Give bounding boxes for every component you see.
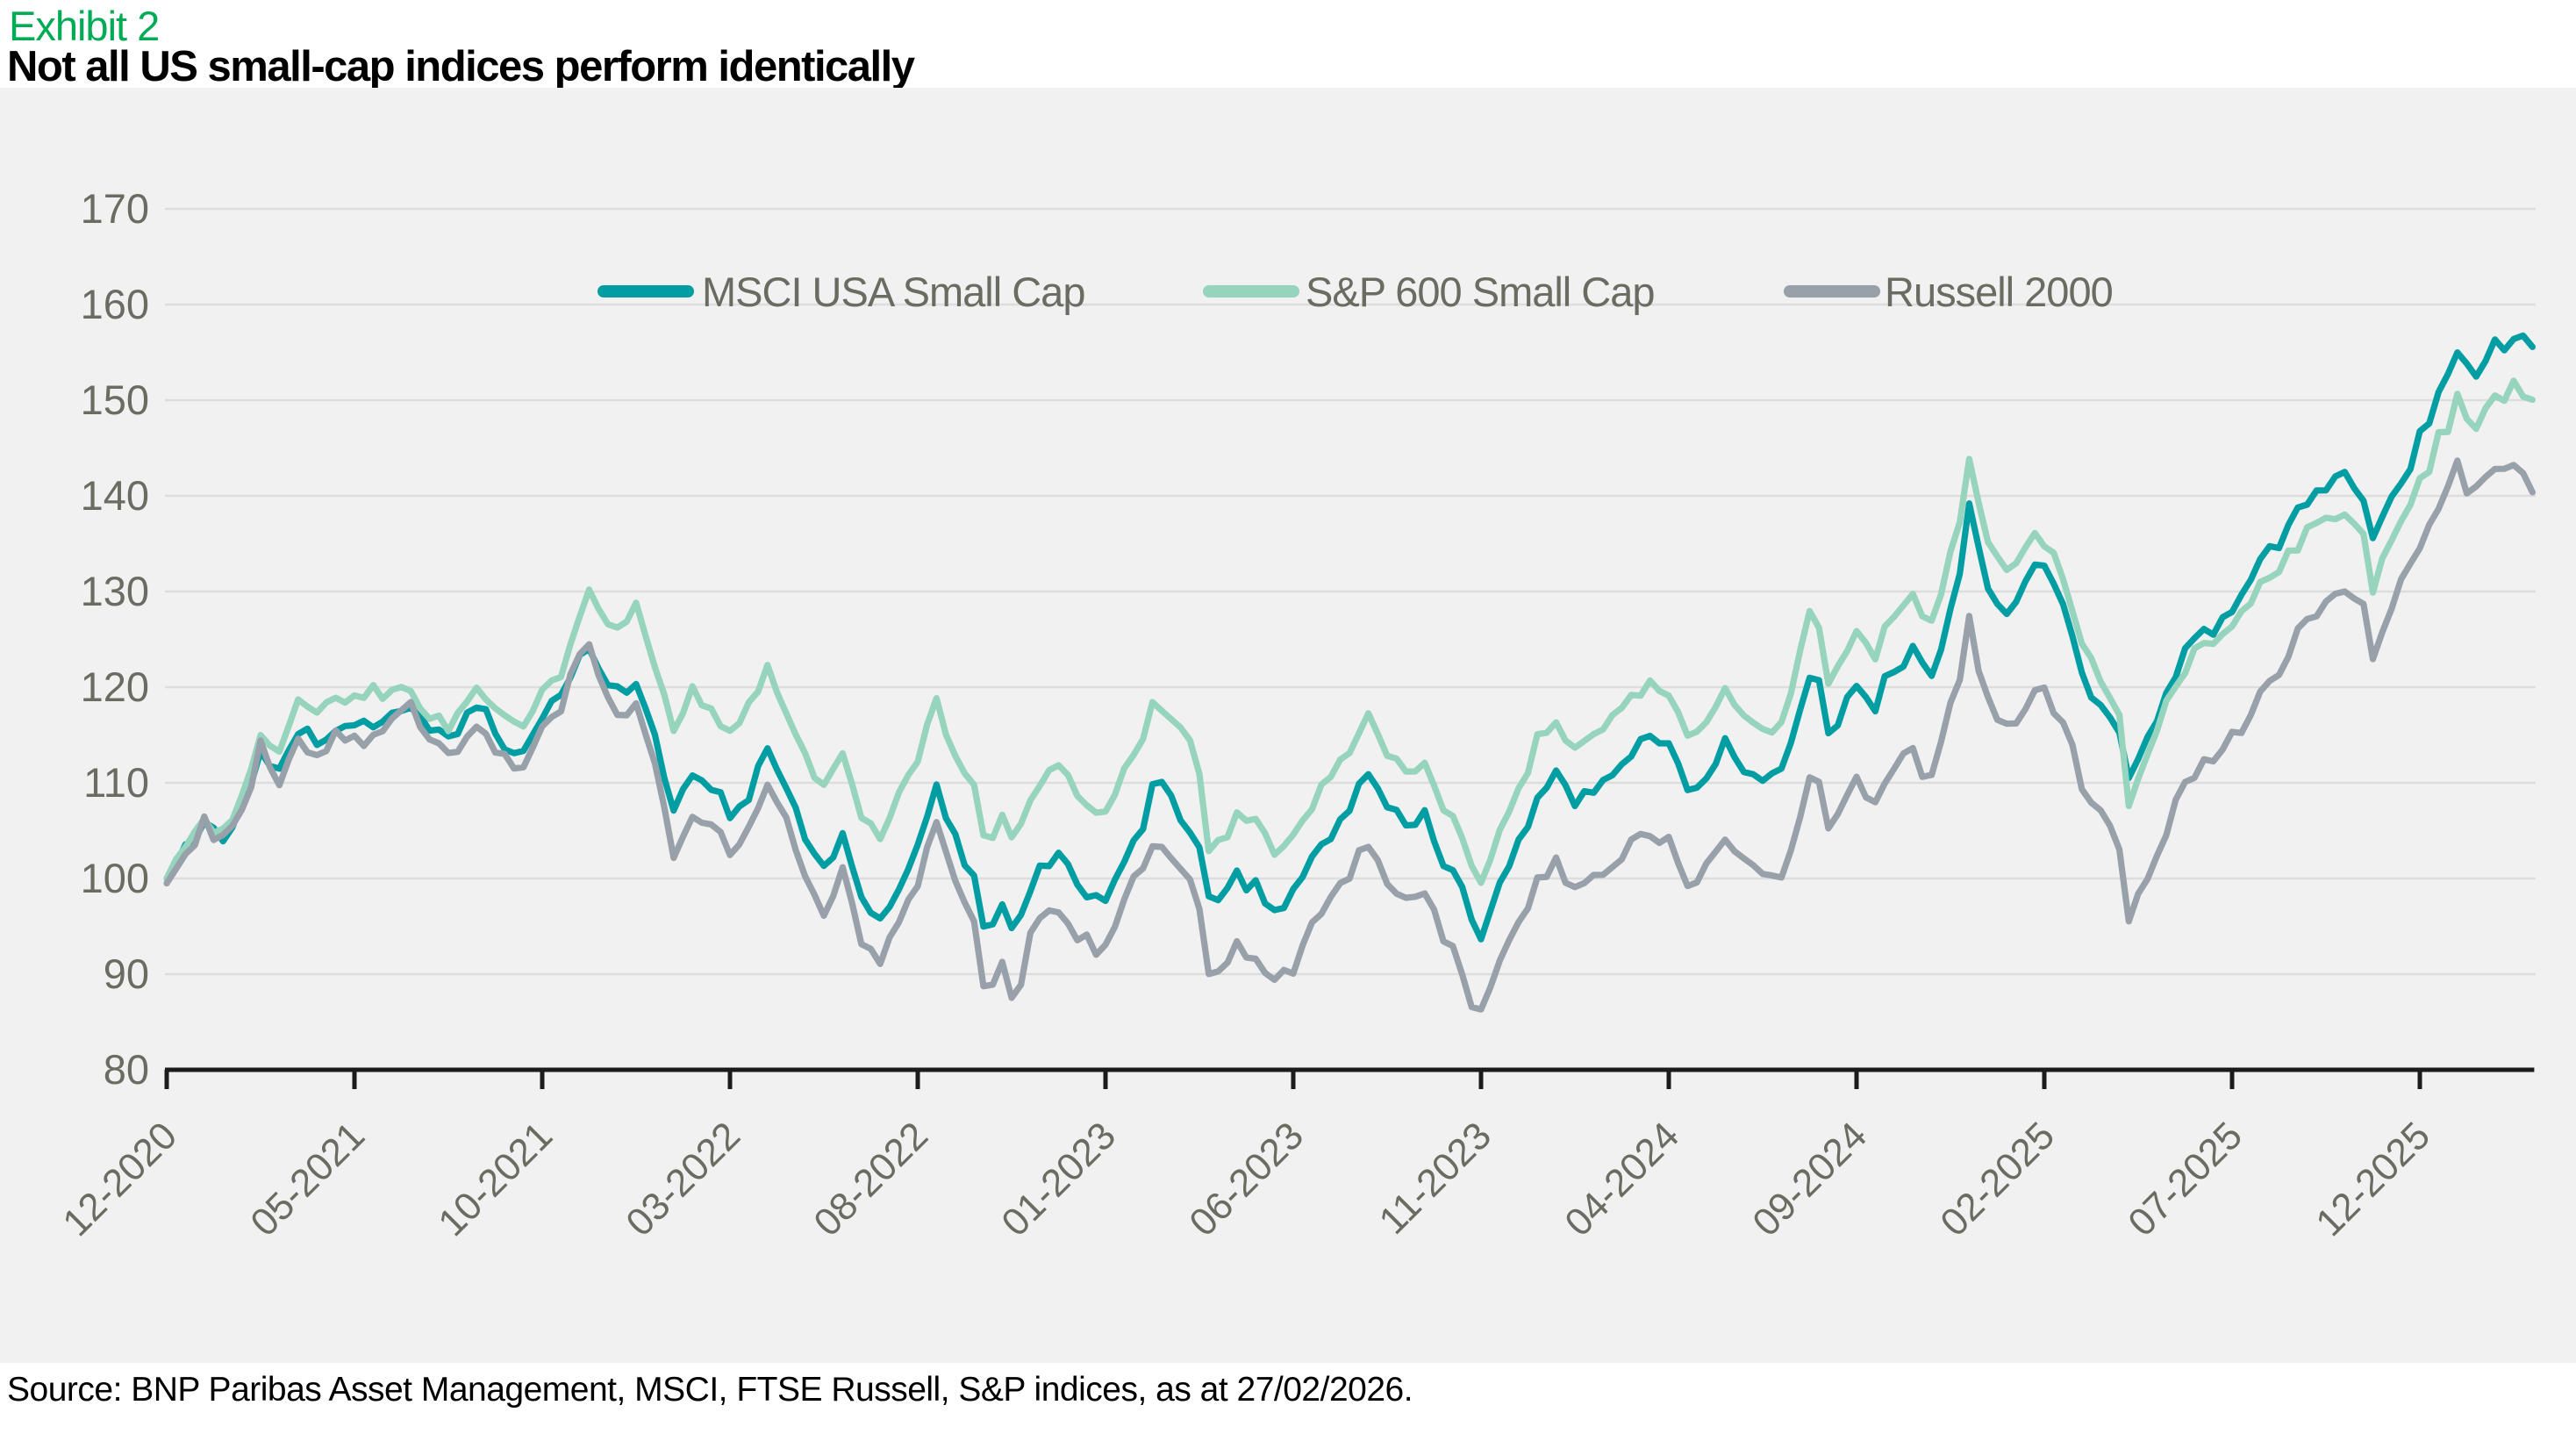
x-tick-label: 12-2020 bbox=[54, 1114, 185, 1244]
y-tick-label: 160 bbox=[81, 281, 149, 327]
x-tick-label: 10-2021 bbox=[430, 1114, 561, 1244]
x-tick-label: 07-2025 bbox=[2120, 1114, 2250, 1244]
series-line-msci-usa-small-cap bbox=[163, 332, 2536, 943]
series-line-s-p-600-small-cap bbox=[163, 377, 2536, 886]
x-tick-label: 02-2025 bbox=[1932, 1114, 2063, 1244]
x-tick-label: 12-2025 bbox=[2308, 1114, 2438, 1244]
y-tick-label: 140 bbox=[81, 472, 149, 519]
y-tick-label: 170 bbox=[81, 185, 149, 232]
legend-label-3: Russell 2000 bbox=[1885, 269, 2113, 315]
y-tick-label: 100 bbox=[81, 855, 149, 901]
y-tick-label: 110 bbox=[83, 759, 149, 806]
x-tick-label: 08-2022 bbox=[805, 1114, 936, 1244]
y-tick-label: 90 bbox=[104, 950, 149, 997]
x-tick-label: 09-2024 bbox=[1744, 1114, 1875, 1244]
x-tick-label: 05-2021 bbox=[242, 1114, 373, 1244]
x-tick-label: 03-2022 bbox=[618, 1114, 748, 1244]
exhibit-label: Exhibit 2 bbox=[9, 3, 160, 49]
x-tick-label: 04-2024 bbox=[1556, 1114, 1687, 1244]
y-tick-label: 130 bbox=[81, 568, 149, 614]
x-tick-label: 11-2023 bbox=[1371, 1114, 1500, 1243]
source-note: Source: BNP Paribas Asset Management, MS… bbox=[7, 1371, 1413, 1409]
x-tick-label: 01-2023 bbox=[993, 1114, 1124, 1244]
legend-label-2: S&P 600 Small Cap bbox=[1306, 269, 1655, 315]
y-tick-label: 150 bbox=[81, 376, 149, 423]
legend-label-1: MSCI USA Small Cap bbox=[702, 269, 1084, 315]
y-tick-label: 120 bbox=[81, 663, 149, 710]
y-tick-label: 80 bbox=[104, 1046, 149, 1093]
chart-title: Not all US small-cap indices perform ide… bbox=[7, 43, 915, 90]
x-tick-label: 06-2023 bbox=[1181, 1114, 1312, 1244]
series-line-russell-2000 bbox=[163, 457, 2536, 1013]
